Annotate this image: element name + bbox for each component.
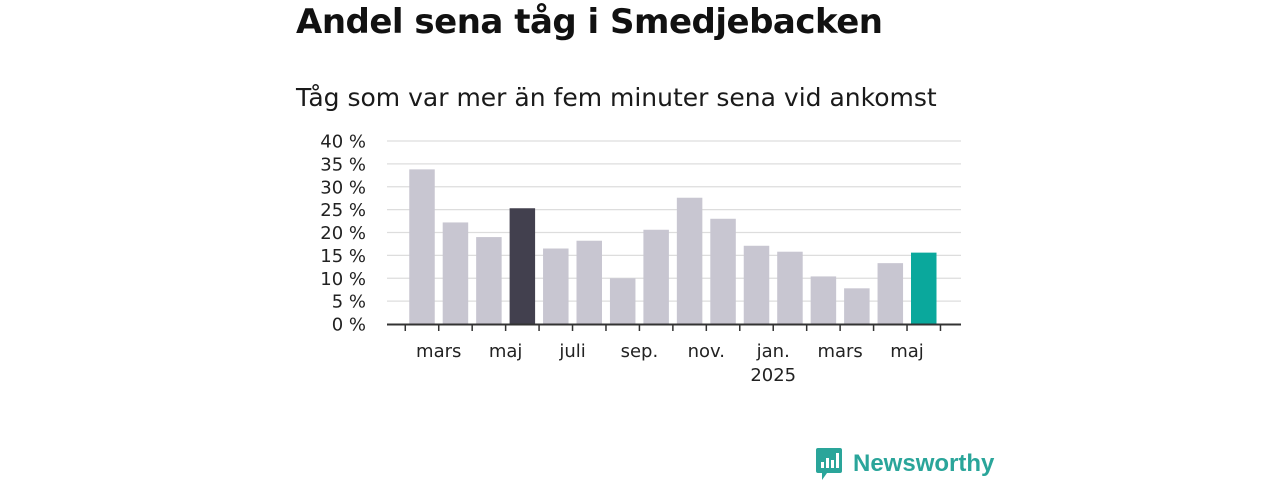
bar [877,263,904,324]
y-tick-label: 10 % [320,269,366,290]
y-tick-label: 40 % [320,132,366,153]
y-tick-label: 0 % [332,315,366,336]
x-tick-label: nov. [688,341,725,362]
bar [810,276,837,324]
bar [777,251,803,324]
y-tick-label: 25 % [320,200,366,221]
bar [844,288,870,324]
bar [409,169,435,324]
bar [509,208,536,324]
bar [476,237,502,324]
chart-subtitle: Tåg som var mer än fem minuter sena vid … [296,83,937,112]
y-tick-label: 30 % [320,177,366,198]
bar [609,278,636,324]
chart-title: Andel sena tåg i Smedjebacken [296,2,883,42]
bar [442,222,469,324]
x-tick-label: maj [890,341,924,362]
x-tick-label: mars [817,341,862,362]
y-tick-label: 35 % [320,154,366,175]
bar [643,229,669,324]
y-tick-label: 20 % [320,223,366,244]
x-tick-label: mars [416,341,461,362]
x-tick-label: maj [489,341,523,362]
x-tick-sublabel: 2025 [750,365,796,386]
bar [576,240,602,324]
x-tick-label: juli [558,341,585,362]
bar [743,245,770,324]
y-tick-label: 15 % [320,246,366,267]
bar [543,248,569,324]
newsworthy-logo-icon [816,448,842,480]
bar [911,252,937,324]
brand-logo: Newsworthy [815,446,994,482]
y-tick-label: 5 % [332,292,366,313]
bar [676,197,703,324]
brand-name: Newsworthy [853,450,995,477]
x-tick-label: jan. [756,341,790,362]
bar [710,218,736,324]
x-tick-label: sep. [621,341,659,362]
